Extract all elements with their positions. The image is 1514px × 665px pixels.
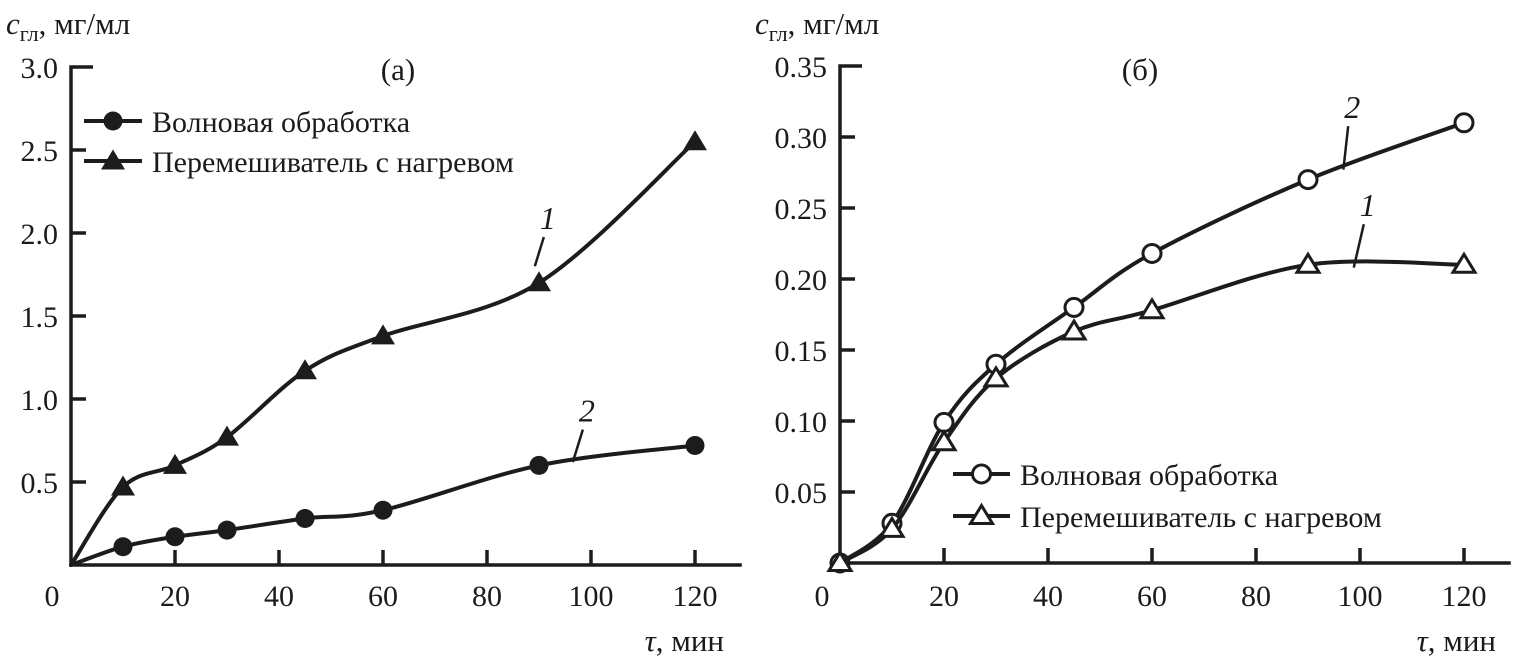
x-tick-label: 20 bbox=[160, 580, 190, 613]
series-marker-wave-treatment bbox=[1453, 112, 1475, 134]
y-tick-label: 1.5 bbox=[21, 301, 59, 334]
series-marker-stirrer-heating bbox=[1450, 251, 1478, 274]
series-marker-wave-treatment bbox=[933, 411, 955, 433]
series-marker-wave-treatment bbox=[1063, 296, 1085, 318]
series-marker-stirrer-heating bbox=[1060, 318, 1088, 341]
series-marker-wave-treatment bbox=[373, 500, 393, 520]
legend-label: Волновая обработка bbox=[1020, 459, 1278, 492]
curve-number-callout bbox=[571, 429, 585, 463]
x-tick-label: 60 bbox=[1137, 580, 1167, 613]
curve-number-label: 2 bbox=[1344, 89, 1360, 125]
curve-number-label: 1 bbox=[540, 200, 556, 236]
panel-label: (б) bbox=[1122, 52, 1158, 87]
y-tick-label: 2.5 bbox=[21, 135, 59, 168]
series-marker-stirrer-heating bbox=[163, 453, 187, 474]
series-marker-wave-treatment bbox=[295, 509, 315, 529]
y-tick-label: 0.20 bbox=[775, 264, 828, 297]
curve-number-callout bbox=[1342, 126, 1350, 170]
legend-item: Перемешиватель с нагревом bbox=[953, 501, 1382, 534]
series-marker-stirrer-heating bbox=[371, 324, 395, 345]
y-tick-label: 0.25 bbox=[775, 193, 828, 226]
y-tick-label: 2.0 bbox=[21, 218, 59, 251]
open-triangle-icon bbox=[967, 502, 996, 525]
x-tick-label: 0 bbox=[45, 580, 60, 613]
series-marker-stirrer-heating bbox=[878, 515, 906, 538]
y-tick-label: 0.35 bbox=[775, 51, 828, 84]
curve-number-label: 2 bbox=[579, 393, 595, 429]
y-tick-label: 1.0 bbox=[21, 384, 59, 417]
series-marker-stirrer-heating bbox=[683, 130, 707, 151]
series-marker-wave-treatment bbox=[529, 455, 549, 475]
x-tick-label: 120 bbox=[1442, 580, 1487, 613]
series-marker-wave-treatment bbox=[217, 520, 237, 540]
series-marker-wave-treatment bbox=[685, 435, 705, 455]
legend-item: Перемешиватель с нагревом bbox=[84, 146, 514, 179]
series-marker-stirrer-heating bbox=[930, 428, 958, 452]
y-tick-label: 0.05 bbox=[775, 477, 828, 510]
legend-label: Волновая обработка bbox=[152, 106, 410, 139]
curve-number-label: 1 bbox=[1360, 187, 1376, 223]
panel-b: 0.05 0.10 0.15 0.20 0.25 0.30 0.35 0 20 40 60 80 100… bbox=[755, 6, 1511, 658]
legend-label: Перемешиватель с нагревом bbox=[152, 146, 514, 179]
legend-item: Волновая обработка bbox=[953, 459, 1278, 492]
series-marker-wave-treatment bbox=[165, 527, 185, 547]
x-tick-label: 0 bbox=[815, 580, 830, 613]
series-marker-wave-treatment bbox=[1141, 242, 1163, 264]
curve-number-callout bbox=[1352, 223, 1366, 268]
series-marker-stirrer-heating bbox=[826, 549, 854, 572]
x-axis-label: τ, мин bbox=[1417, 623, 1496, 658]
x-tick-label: 40 bbox=[264, 580, 294, 613]
y-axis-label: cгл, мг/мл bbox=[755, 6, 879, 46]
series-marker-wave-treatment bbox=[113, 537, 133, 557]
series-marker-stirrer-heating bbox=[111, 475, 135, 496]
series-marker-stirrer-heating bbox=[527, 271, 551, 292]
filled-circle-icon bbox=[103, 111, 123, 131]
x-tick-label: 20 bbox=[929, 580, 959, 613]
panel-a: 0.5 1.0 1.5 2.0 2.5 3.0 0 20 40 60 80 100 120 (а) cгл,… bbox=[6, 6, 742, 658]
series-marker-wave-treatment bbox=[1297, 169, 1319, 191]
series-marker-stirrer-heating bbox=[1294, 251, 1322, 274]
axes bbox=[838, 64, 1511, 565]
y-tick-label: 0.15 bbox=[775, 335, 828, 368]
axes bbox=[69, 65, 742, 567]
x-tick-label: 40 bbox=[1033, 580, 1063, 613]
series-marker-stirrer-heating bbox=[293, 359, 317, 380]
x-tick-label: 100 bbox=[1338, 580, 1383, 613]
y-tick-label: 3.0 bbox=[21, 52, 59, 85]
y-tick-label: 0.5 bbox=[21, 467, 59, 500]
curve-number-callout bbox=[533, 236, 546, 267]
filled-triangle-icon bbox=[101, 149, 125, 170]
series-marker-stirrer-heating bbox=[215, 425, 239, 446]
legend-item: Волновая обработка bbox=[84, 106, 410, 139]
x-tick-label: 120 bbox=[673, 580, 718, 613]
x-tick-label: 80 bbox=[1241, 580, 1271, 613]
legend-label: Перемешиватель с нагревом bbox=[1020, 501, 1382, 534]
series-marker-stirrer-heating bbox=[982, 365, 1010, 388]
y-tick-label: 0.10 bbox=[775, 406, 828, 439]
x-tick-label: 80 bbox=[472, 580, 502, 613]
y-axis-label: cгл, мг/мл bbox=[6, 6, 130, 46]
open-circle-icon bbox=[971, 463, 992, 485]
y-tick-label: 0.30 bbox=[775, 122, 828, 155]
x-tick-label: 100 bbox=[569, 580, 614, 613]
panel-label: (а) bbox=[381, 52, 415, 87]
x-axis-label: τ, мин bbox=[645, 623, 724, 658]
x-tick-label: 60 bbox=[368, 580, 398, 613]
series-marker-stirrer-heating bbox=[1138, 296, 1166, 320]
